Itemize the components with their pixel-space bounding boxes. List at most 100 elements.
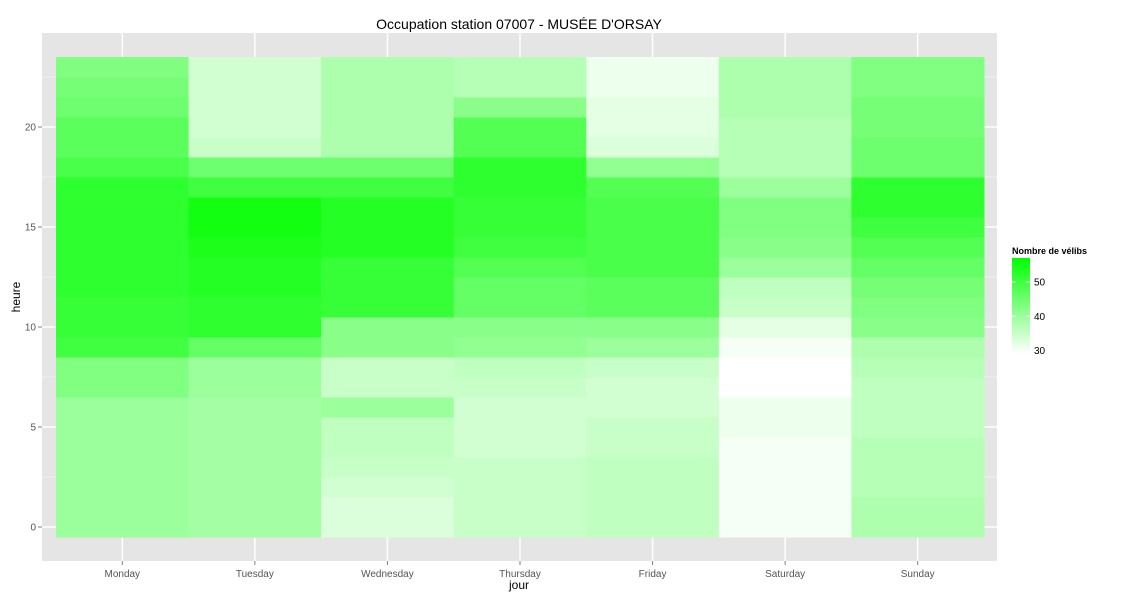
heatmap-cell xyxy=(188,97,322,118)
heatmap-cell xyxy=(851,157,985,178)
heatmap-cell xyxy=(56,57,190,78)
heatmap-cell xyxy=(188,337,322,358)
heatmap-cell xyxy=(586,497,720,518)
heatmap-cell xyxy=(718,297,852,318)
heatmap-cell xyxy=(718,217,852,238)
heatmap-cell xyxy=(56,217,190,238)
heatmap-cell xyxy=(188,417,322,438)
heatmap-cell xyxy=(321,297,455,318)
heatmap-cell xyxy=(851,337,985,358)
heatmap-cell xyxy=(453,57,587,78)
heatmap-cell xyxy=(851,457,985,478)
heatmap-cell xyxy=(453,277,587,298)
heatmap-cell xyxy=(453,317,587,338)
legend-tick-label: 30 xyxy=(1034,346,1046,357)
legend-colorbar xyxy=(1012,258,1030,354)
heatmap-cell xyxy=(321,317,455,338)
heatmap-cell xyxy=(453,217,587,238)
heatmap-cell xyxy=(851,177,985,198)
heatmap-cell xyxy=(321,117,455,138)
heatmap-cell xyxy=(718,457,852,478)
heatmap-cell xyxy=(718,197,852,218)
heatmap-cell xyxy=(586,197,720,218)
heatmap-cell xyxy=(453,177,587,198)
heatmap-cell xyxy=(851,57,985,78)
heatmap-cell xyxy=(321,417,455,438)
heatmap-cell xyxy=(586,97,720,118)
heatmap-cell xyxy=(188,177,322,198)
heatmap-cell xyxy=(453,257,587,278)
heatmap-cell xyxy=(586,57,720,78)
legend-tick-label: 40 xyxy=(1034,312,1046,323)
heatmap-cell xyxy=(321,197,455,218)
heatmap-cell xyxy=(586,77,720,98)
heatmap-cell xyxy=(453,397,587,418)
heatmap-cell xyxy=(851,417,985,438)
heatmap-cell xyxy=(718,357,852,378)
x-tick-label: Thursday xyxy=(499,569,541,580)
heatmap-cell xyxy=(718,177,852,198)
heatmap-cell xyxy=(453,357,587,378)
heatmap-cell xyxy=(321,97,455,118)
heatmap-cell xyxy=(851,497,985,518)
heatmap-cell xyxy=(718,257,852,278)
heatmap-cell xyxy=(718,117,852,138)
heatmap-cell xyxy=(718,317,852,338)
heatmap-cell xyxy=(321,77,455,98)
x-tick-label: Tuesday xyxy=(236,569,274,580)
heatmap-cell xyxy=(56,437,190,458)
heatmap-cell xyxy=(718,517,852,538)
heatmap-cell xyxy=(321,517,455,538)
heatmap-cell xyxy=(586,237,720,258)
heatmap-cell xyxy=(586,357,720,378)
heatmap-cell xyxy=(56,237,190,258)
heatmap-cell xyxy=(188,297,322,318)
x-axis-title: jour xyxy=(508,578,529,592)
heatmap-cell xyxy=(56,257,190,278)
heatmap-cell xyxy=(56,137,190,158)
y-tick-label: 0 xyxy=(30,523,36,534)
heatmap-cell xyxy=(56,197,190,218)
heatmap-cell xyxy=(321,437,455,458)
heatmap-cell xyxy=(56,97,190,118)
x-axis-ticks: Monday Tuesday Wednesday Thursday Friday Satu… xyxy=(104,561,935,580)
heatmap-cell xyxy=(453,97,587,118)
heatmap-cell xyxy=(586,257,720,278)
heatmap-cell xyxy=(56,297,190,318)
heatmap-cell xyxy=(188,197,322,218)
heatmap-cell xyxy=(453,297,587,318)
heatmap-cell xyxy=(586,477,720,498)
heatmap-cell xyxy=(56,517,190,538)
heatmap-cell xyxy=(586,437,720,458)
heatmap-cell xyxy=(321,237,455,258)
heatmap-cell xyxy=(851,117,985,138)
heatmap-cell xyxy=(453,197,587,218)
heatmap-cell xyxy=(188,477,322,498)
heatmap-cell xyxy=(453,457,587,478)
heatmap-cell xyxy=(718,137,852,158)
heatmap-cell xyxy=(586,417,720,438)
heatmap-cell xyxy=(851,97,985,118)
heatmap-cell xyxy=(188,217,322,238)
y-tick-label: 10 xyxy=(25,323,37,334)
heatmap-cell xyxy=(586,137,720,158)
heatmap-cell xyxy=(586,517,720,538)
heatmap-cell xyxy=(718,497,852,518)
heatmap-cell xyxy=(56,397,190,418)
heatmap-cell xyxy=(56,477,190,498)
chart-title: Occupation station 07007 - MUSÉE D'ORSAY xyxy=(376,16,662,32)
heatmap-cell xyxy=(321,257,455,278)
heatmap-cell xyxy=(321,357,455,378)
heatmap-cell xyxy=(453,517,587,538)
heatmap-cell xyxy=(188,237,322,258)
x-tick-label: Friday xyxy=(639,569,667,580)
x-tick-label: Monday xyxy=(104,569,140,580)
heatmap-cell xyxy=(718,337,852,358)
heatmap-cell xyxy=(453,497,587,518)
heatmap-cell xyxy=(453,437,587,458)
legend-title: Nombre de vélibs xyxy=(1012,246,1087,256)
heatmap-cell xyxy=(586,297,720,318)
heatmap-cell xyxy=(586,377,720,398)
heatmap-cell xyxy=(321,137,455,158)
heatmap-cell xyxy=(321,57,455,78)
